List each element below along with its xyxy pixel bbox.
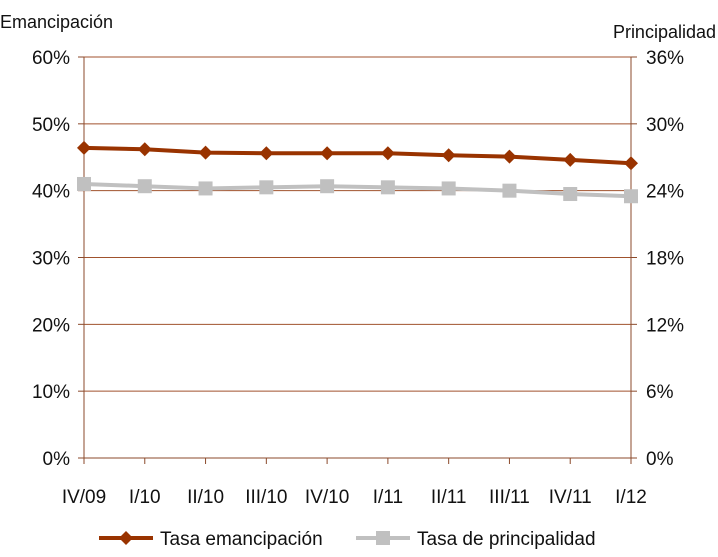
y-right-tick-label: 12% xyxy=(646,315,684,336)
y-left-tick-label: 50% xyxy=(32,115,70,136)
axes xyxy=(78,56,637,464)
y-left-tick-label: 10% xyxy=(32,382,70,403)
series xyxy=(77,140,638,204)
y-right-tick-label: 36% xyxy=(646,48,684,69)
x-tick-label: I/11 xyxy=(373,487,403,508)
data-point-square xyxy=(563,187,578,202)
data-point-diamond xyxy=(320,146,335,161)
legend-label-1: Tasa de principalidad xyxy=(417,529,596,550)
data-point-diamond xyxy=(198,145,213,160)
data-point-square xyxy=(198,181,213,196)
data-point-square xyxy=(502,183,517,198)
data-point-diamond xyxy=(502,149,517,164)
data-point-square xyxy=(137,179,152,194)
y-right-tick-label: 30% xyxy=(646,115,684,136)
x-tick-label: I/10 xyxy=(129,487,161,508)
data-point-diamond xyxy=(441,148,456,163)
y-left-tick-label: 20% xyxy=(32,315,70,336)
x-tick-label: I/12 xyxy=(615,487,647,508)
y-right-tick-label: 24% xyxy=(646,182,684,203)
data-point-square xyxy=(320,179,335,194)
data-point-diamond xyxy=(624,156,638,171)
x-tick-label: II/10 xyxy=(187,487,224,508)
x-tick-label: III/10 xyxy=(245,487,287,508)
y-left-tick-label: 30% xyxy=(32,249,70,270)
data-point-square xyxy=(441,181,456,196)
data-point-diamond xyxy=(563,152,578,167)
gridlines xyxy=(84,56,631,392)
y-axis-right-title: Principalidad xyxy=(613,22,716,42)
y-left-tick-label: 0% xyxy=(43,449,71,470)
legend: Tasa emancipación Tasa de principalidad xyxy=(99,529,596,550)
data-point-diamond xyxy=(380,146,395,161)
data-point-square xyxy=(77,176,91,191)
series-line-0 xyxy=(83,145,632,166)
y-left-tick-label: 40% xyxy=(32,182,70,203)
data-point-square xyxy=(624,189,638,204)
legend-square-icon xyxy=(376,531,390,545)
tick-labels: 0% 10% 20% 30% 40% 50% 60% 0% 6% 12% 18% 24% 30% 36% I… xyxy=(32,48,684,508)
x-tick-label: II/11 xyxy=(431,487,467,508)
data-point-diamond xyxy=(137,142,152,157)
data-point-square xyxy=(259,180,274,195)
y-right-tick-label: 18% xyxy=(646,249,684,270)
x-tick-label: IV/09 xyxy=(62,487,106,508)
y-right-tick-label: 0% xyxy=(646,449,674,470)
legend-diamond-icon xyxy=(119,531,133,545)
y-axis-left-title: Emancipación xyxy=(0,12,113,32)
series-line-1 xyxy=(83,181,632,199)
data-point-square xyxy=(380,180,395,195)
x-tick-label: IV/10 xyxy=(305,487,349,508)
legend-label-0: Tasa emancipación xyxy=(160,529,323,550)
x-tick-label: III/11 xyxy=(489,487,530,508)
y-left-tick-label: 60% xyxy=(32,48,70,69)
x-tick-label: IV/11 xyxy=(549,487,592,508)
y-right-tick-label: 6% xyxy=(646,382,674,403)
data-point-diamond xyxy=(259,146,274,161)
data-point-diamond xyxy=(77,140,91,155)
